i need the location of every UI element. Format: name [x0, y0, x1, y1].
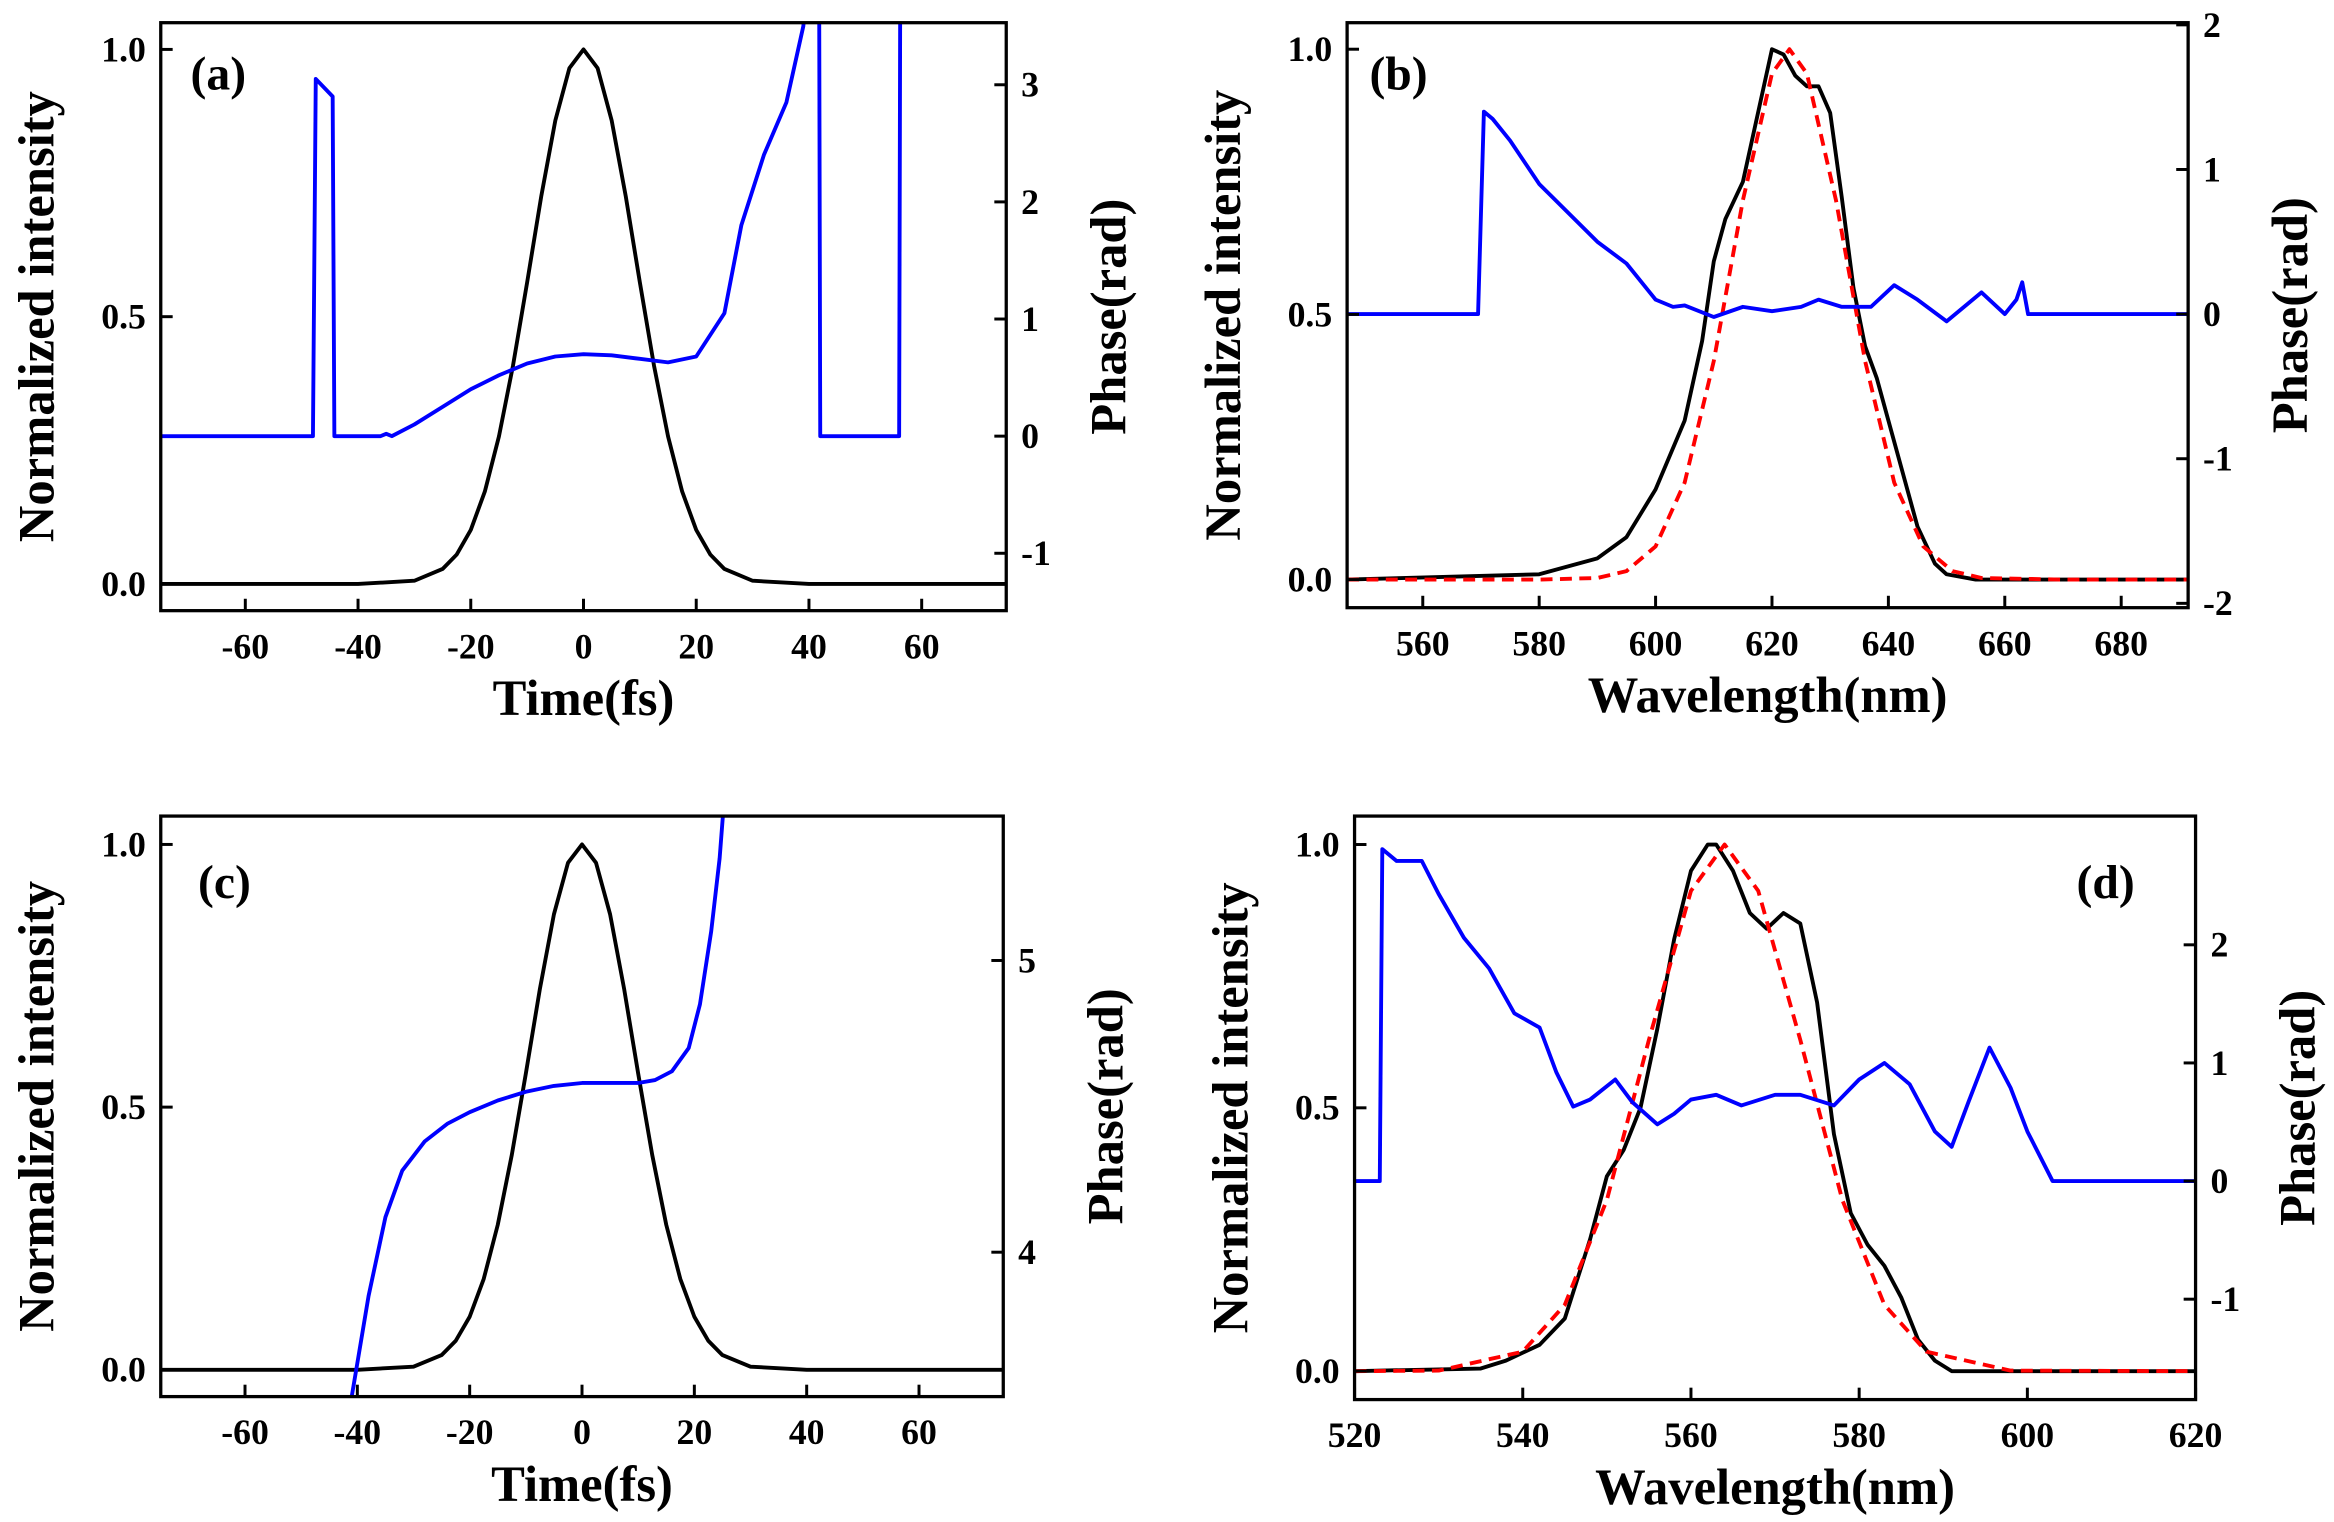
x-tick-label: 60: [901, 1412, 937, 1452]
x-tick-label: -20: [447, 626, 495, 666]
x-tick-label: -60: [221, 626, 269, 666]
y2-tick-label: 3: [1021, 65, 1039, 105]
y2-tick-label: 5: [1018, 940, 1036, 980]
y-tick-label: 1.0: [1295, 824, 1340, 864]
y2-axis-label: Phase(rad): [1077, 988, 1133, 1224]
panel: 560 580 600 620 640 660 680 0.0 0.5 1.0 -2 -1 0 1 2 Wav…: [1195, 5, 2318, 723]
panel: -60 -40 -20 0 20 40 60 0.0 0.5 1.0 -1 0 1 2 3 Time(fs) N…: [9, 21, 1136, 726]
x-tick-label: 540: [1496, 1415, 1550, 1455]
y2-tick-label: -1: [1021, 533, 1051, 573]
y2-axis-label: Phase(rad): [2270, 990, 2326, 1226]
x-tick-label: 0: [575, 626, 593, 666]
x-tick-label: 680: [2094, 623, 2148, 663]
y-tick-label: 0.5: [101, 1087, 146, 1127]
y2-tick-label: 0: [2203, 294, 2221, 334]
y2-tick-label: 2: [2203, 5, 2221, 45]
y2-tick-label: 1: [2210, 1043, 2228, 1083]
y2-tick-label: -1: [2203, 439, 2233, 479]
panel-label: (c): [198, 857, 251, 909]
y-axis-label: Normalized intensity: [9, 881, 65, 1332]
panel-label: (a): [191, 49, 247, 101]
y-tick-label: 0.0: [101, 1350, 146, 1390]
data-line: [1347, 47, 2189, 582]
data-line: [349, 816, 725, 1397]
panel: -60 -40 -20 0 20 40 60 0.0 0.5 1.0 4 5 Time(fs) Norma…: [9, 814, 1133, 1512]
y2-tick-label: 0: [1021, 416, 1039, 456]
axes-frame: [159, 814, 1005, 1399]
x-tick-label: 600: [2001, 1415, 2055, 1455]
y2-tick-label: 2: [2210, 925, 2228, 965]
panel: 520 540 560 580 600 620 0.0 0.5 1.0 -1 0 1 2 Waveleng…: [1202, 814, 2326, 1515]
panel-label: (d): [2076, 857, 2134, 909]
y-tick-label: 0.5: [1295, 1088, 1340, 1128]
data-line: [160, 22, 903, 439]
x-tick-label: -60: [221, 1412, 269, 1452]
y-tick-label: 1.0: [101, 29, 146, 69]
y-tick-label: 0.0: [1295, 1351, 1340, 1391]
data-line: [1354, 842, 2196, 1374]
y2-tick-label: 4: [1018, 1232, 1036, 1272]
data-line: [1354, 847, 2196, 1183]
x-tick-label: 0: [573, 1412, 591, 1452]
x-axis-label: Wavelength(nm): [1595, 1459, 1955, 1515]
y2-tick-label: 1: [1021, 299, 1039, 339]
axes-frame: [1352, 814, 2198, 1402]
x-tick-label: 20: [676, 1412, 712, 1452]
data-line: [1354, 842, 2196, 1374]
y2-tick-label: 0: [2210, 1161, 2228, 1201]
y-tick-label: 0.5: [101, 297, 146, 337]
y-axis-label: Normalized intensity: [1202, 882, 1258, 1333]
x-tick-label: 660: [1978, 623, 2032, 663]
x-axis-label: Time(fs): [491, 1456, 673, 1512]
y2-tick-label: -1: [2210, 1279, 2240, 1319]
x-tick-label: 640: [1862, 623, 1916, 663]
y2-axis-label: Phase(rad): [2262, 197, 2318, 433]
y-axis-label: Normalized intensity: [1195, 90, 1251, 541]
x-axis-label: Time(fs): [493, 670, 675, 726]
y-tick-label: 0.0: [101, 564, 146, 604]
y2-axis-label: Phase(rad): [1080, 199, 1136, 435]
data-line: [160, 47, 1007, 586]
y-tick-label: 1.0: [1288, 29, 1333, 69]
y2-tick-label: 2: [1021, 182, 1039, 222]
x-tick-label: 560: [1396, 623, 1450, 663]
data-line: [1347, 109, 2189, 324]
y-tick-label: 1.0: [101, 824, 146, 864]
x-tick-label: -40: [334, 1412, 382, 1452]
y-tick-label: 0.0: [1288, 559, 1333, 599]
data-line: [160, 842, 1004, 1372]
x-axis-label: Wavelength(nm): [1588, 667, 1948, 723]
x-tick-label: -40: [334, 626, 382, 666]
x-tick-label: 560: [1664, 1415, 1718, 1455]
panel-label: (b): [1369, 49, 1427, 101]
x-tick-label: 40: [789, 1412, 825, 1452]
x-tick-label: -20: [446, 1412, 494, 1452]
x-tick-label: 580: [1512, 623, 1566, 663]
x-tick-label: 620: [2169, 1415, 2223, 1455]
x-tick-label: 520: [1328, 1415, 1382, 1455]
y-axis-label: Normalized intensity: [9, 91, 65, 542]
y2-tick-label: -2: [2203, 583, 2233, 623]
x-tick-label: 580: [1832, 1415, 1886, 1455]
axes-frame: [159, 21, 1008, 613]
x-tick-label: 620: [1745, 623, 1799, 663]
y2-tick-label: 1: [2203, 149, 2221, 189]
x-tick-label: 20: [678, 626, 714, 666]
x-tick-label: 600: [1629, 623, 1683, 663]
x-tick-label: 60: [904, 626, 940, 666]
x-tick-label: 40: [791, 626, 827, 666]
y-tick-label: 0.5: [1288, 294, 1333, 334]
data-line: [1347, 47, 2189, 582]
